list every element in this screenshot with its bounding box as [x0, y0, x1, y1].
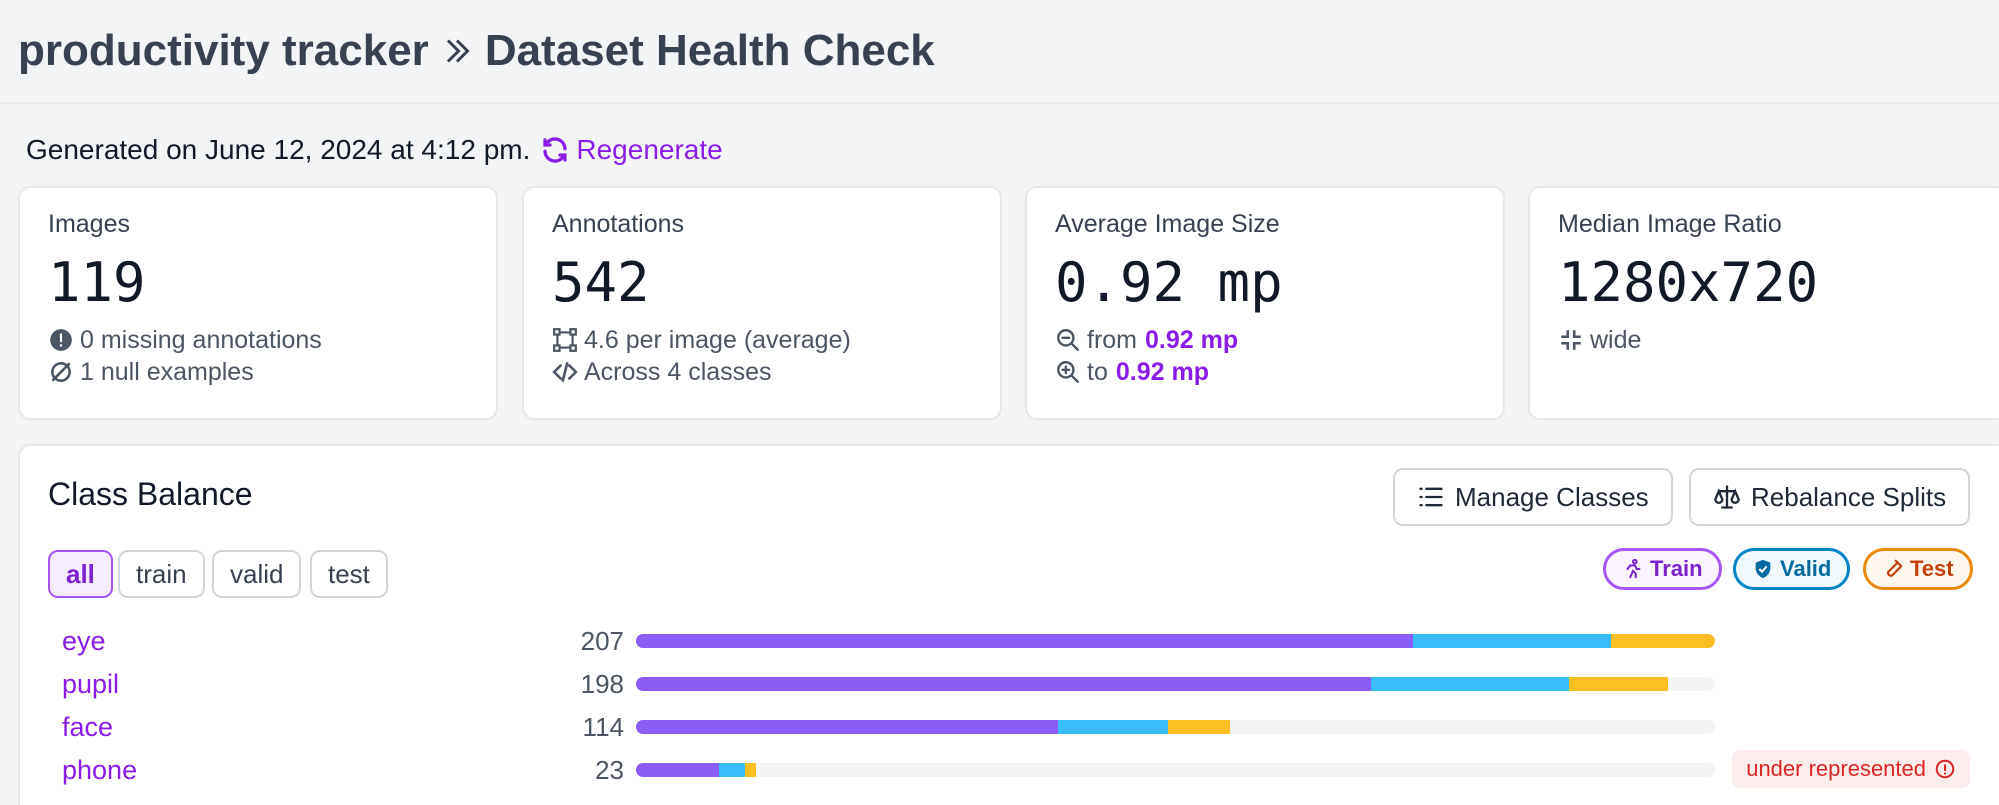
images-value: 119	[48, 251, 146, 314]
class-balance-title: Class Balance	[48, 476, 253, 512]
under-represented-badge[interactable]: under represented	[1732, 750, 1970, 788]
images-label: Images	[48, 210, 130, 238]
average-size-card: Average Image Size 0.92 mp from 0.92 mp …	[1025, 186, 1505, 420]
bar-segment-test	[745, 763, 756, 777]
scale-icon	[1714, 485, 1740, 509]
class-row-face: face 114	[20, 707, 1999, 747]
shield-check-icon	[1755, 559, 1771, 579]
alert-circle-icon	[50, 329, 72, 351]
class-count: 207	[580, 626, 624, 656]
bar-segment-train	[636, 720, 1059, 734]
class-count: Across 4 classes	[552, 356, 972, 388]
warning-label: under represented	[1746, 756, 1926, 781]
test-tube-icon	[1887, 559, 1903, 577]
zoom-in-icon	[1057, 361, 1079, 383]
compress-icon	[1561, 330, 1581, 350]
info-icon	[1935, 759, 1955, 779]
class-bar-track	[636, 720, 1715, 734]
bounding-box-icon	[553, 328, 577, 352]
class-row-eye: eye 207	[20, 621, 1999, 661]
legend-train: Train	[1603, 548, 1722, 590]
class-count: 114	[582, 712, 624, 742]
generated-info: Generated on June 12, 2024 at 4:12 pm. R…	[26, 130, 723, 170]
legend-test: Test	[1863, 548, 1973, 590]
breadcrumb-project[interactable]: productivity tracker	[18, 26, 429, 75]
class-name-link[interactable]: phone	[62, 755, 138, 785]
class-count: 23	[595, 755, 624, 785]
chevrons-right-icon	[439, 33, 475, 69]
regenerate-label: Regenerate	[576, 134, 723, 165]
class-name-link[interactable]: pupil	[62, 669, 120, 699]
size-from: from 0.92 mp	[1055, 324, 1475, 356]
code-icon	[552, 362, 578, 382]
page-header: productivity tracker Dataset Health Chec…	[0, 0, 1999, 104]
images-card: Images 119 0 missing annotations 1 null …	[18, 186, 498, 420]
bar-segment-train	[636, 763, 720, 777]
refresh-icon	[543, 137, 567, 163]
bar-segment-valid	[1412, 634, 1611, 648]
class-bar-track	[636, 634, 1715, 648]
missing-annotations: 0 missing annotations	[48, 324, 468, 356]
generated-text: Generated on June 12, 2024 at 4:12 pm.	[26, 134, 531, 165]
size-to: to 0.92 mp	[1055, 356, 1475, 388]
median-ratio-card: Median Image Ratio 1280x720 wide	[1528, 186, 1999, 420]
bar-segment-train	[636, 677, 1371, 691]
average-size-label: Average Image Size	[1055, 210, 1280, 238]
list-icon	[1419, 487, 1443, 507]
annotations-value: 542	[552, 251, 650, 314]
class-bar-track	[636, 763, 1715, 777]
class-bar-track	[636, 677, 1715, 691]
class-row-phone: phone 23 under represented	[20, 750, 1999, 790]
class-name-link[interactable]: eye	[62, 626, 106, 656]
annotations-card: Annotations 542 4.6 per image (average) …	[522, 186, 1002, 420]
per-image-average: 4.6 per image (average)	[552, 324, 972, 356]
tab-train[interactable]: train	[118, 550, 205, 598]
null-examples: 1 null examples	[48, 356, 468, 388]
average-size-value: 0.92 mp	[1055, 251, 1283, 314]
regenerate-link[interactable]: Regenerate	[540, 134, 723, 166]
zoom-out-icon	[1057, 329, 1079, 351]
legend-valid: Valid	[1733, 548, 1851, 590]
bar-segment-test	[1569, 677, 1669, 691]
median-ratio-label: Median Image Ratio	[1558, 210, 1782, 238]
bar-segment-valid	[1370, 677, 1570, 691]
median-ratio-value: 1280x720	[1558, 251, 1819, 314]
bar-segment-train	[636, 634, 1413, 648]
annotations-label: Annotations	[552, 210, 685, 238]
tab-valid[interactable]: valid	[212, 550, 302, 598]
bar-segment-valid	[719, 763, 746, 777]
manage-classes-button[interactable]: Manage Classes	[1393, 468, 1673, 526]
page-title: Dataset Health Check	[484, 26, 935, 75]
bar-segment-valid	[1058, 720, 1168, 734]
tab-all[interactable]: all	[48, 550, 113, 598]
class-row-pupil: pupil 198	[20, 664, 1999, 704]
aspect-shape: wide	[1558, 324, 1978, 356]
null-icon	[51, 362, 71, 382]
bar-segment-test	[1167, 720, 1231, 734]
class-count: 198	[580, 669, 624, 699]
class-name-link[interactable]: face	[62, 712, 114, 742]
class-balance-panel: Class Balance Manage Classes Rebalance S…	[18, 444, 1999, 805]
bar-segment-test	[1610, 634, 1715, 648]
tab-test[interactable]: test	[310, 550, 388, 598]
rebalance-splits-button[interactable]: Rebalance Splits	[1689, 468, 1971, 526]
running-icon	[1626, 558, 1641, 579]
